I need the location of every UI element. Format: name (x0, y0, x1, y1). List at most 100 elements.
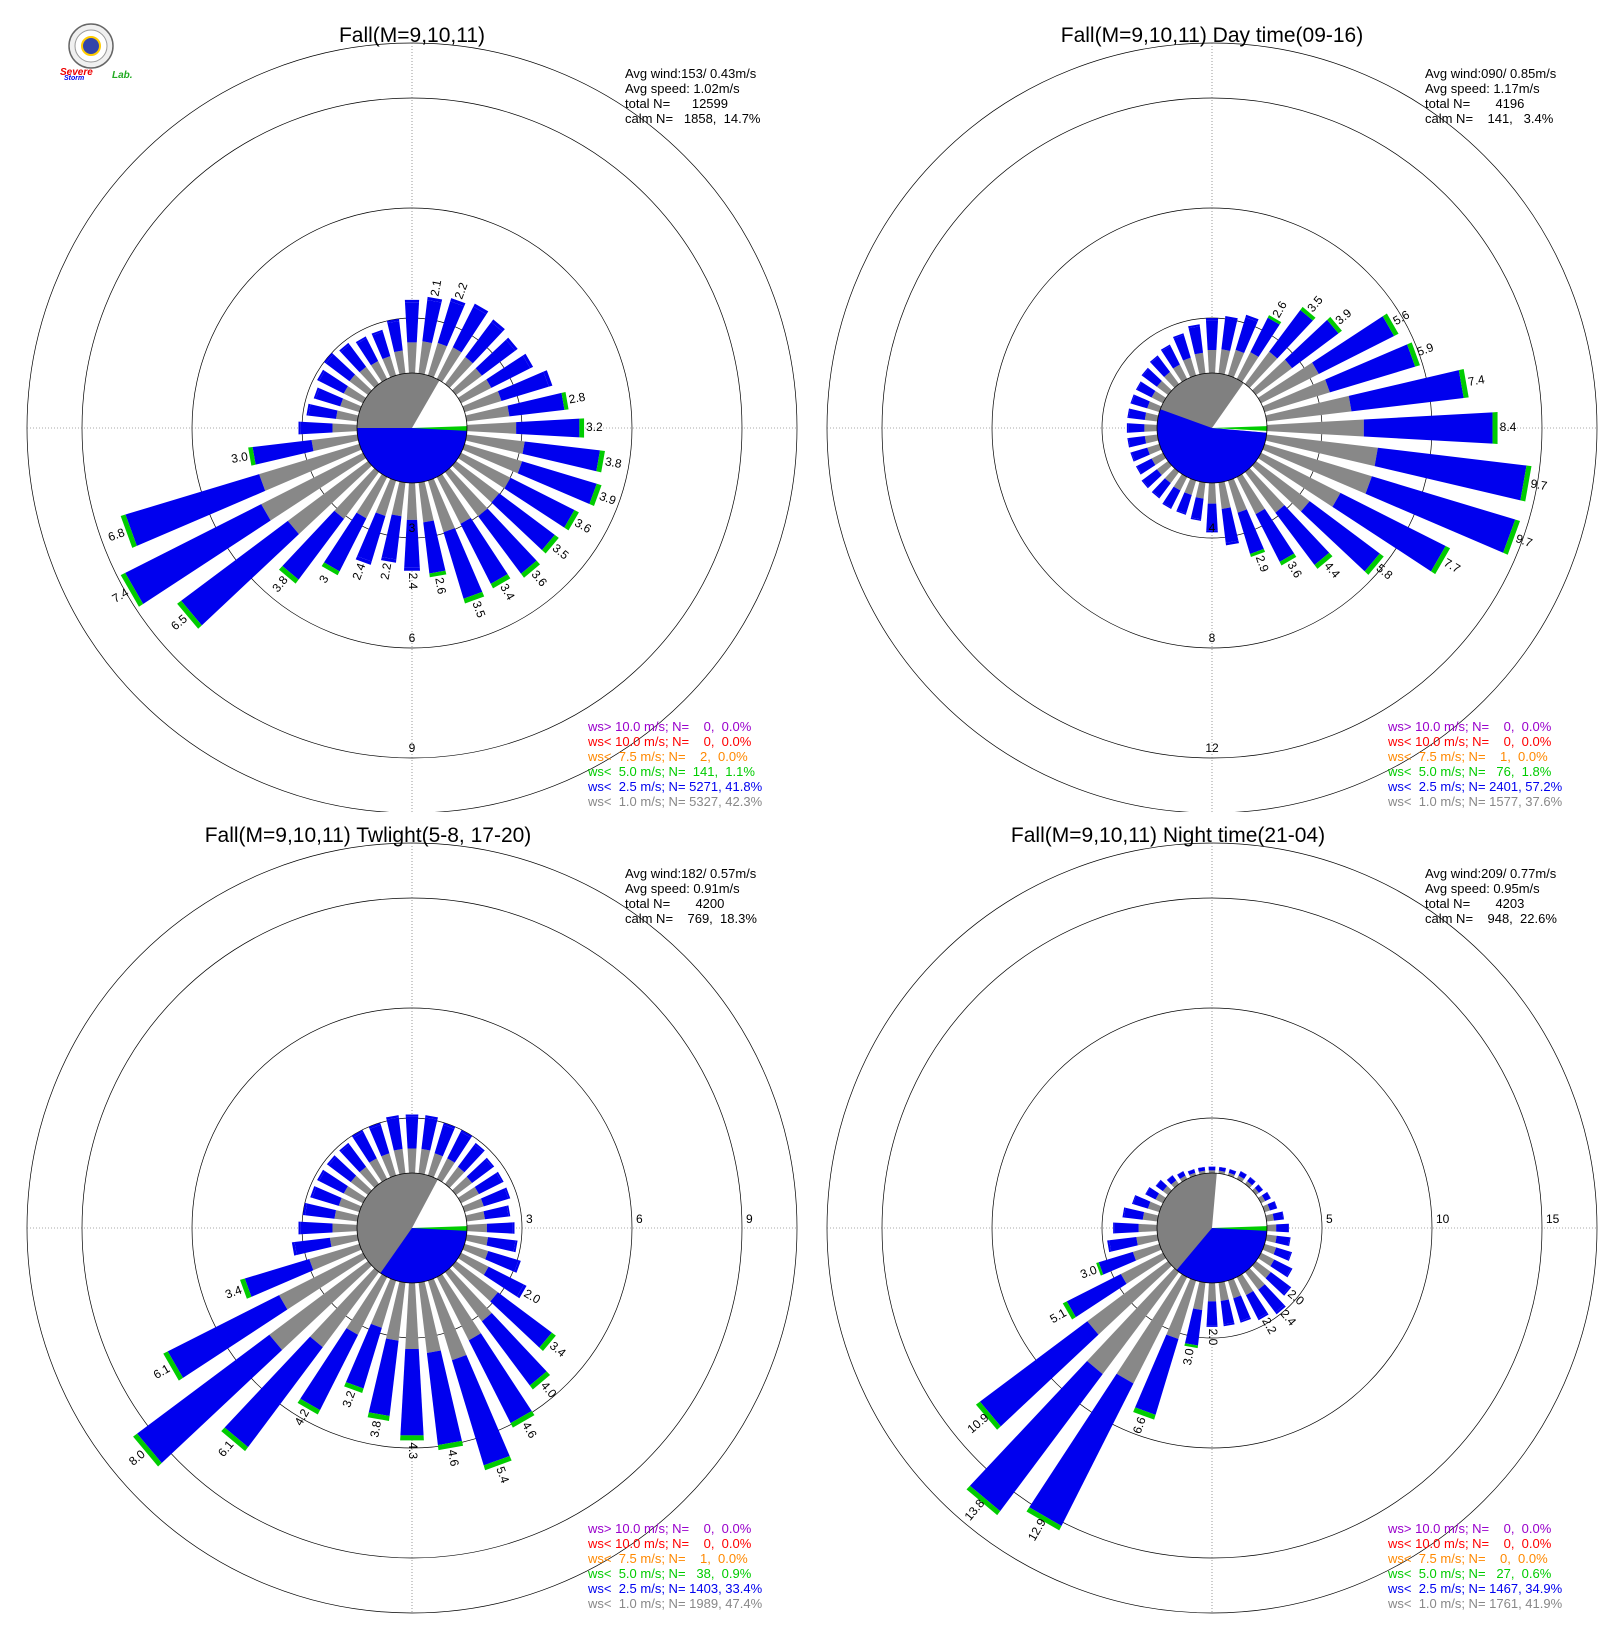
bar-segment-lt5 (1314, 552, 1333, 569)
sector-bar (1122, 1207, 1159, 1222)
logo-text-storm: Storm (64, 75, 84, 82)
bar-segment-lt25 (1288, 1237, 1291, 1247)
sector-bar (1218, 316, 1238, 375)
sector-bar (418, 1115, 438, 1175)
bar-segment-lt1 (1252, 460, 1310, 512)
bar-segment-lt5 (1503, 519, 1521, 555)
sector-bar (1262, 443, 1521, 555)
legend-entry-gt10: ws> 10.0 m/s; N= 0, 0.0% (1387, 719, 1552, 734)
calm-circle (1156, 1172, 1268, 1284)
bar-segment-lt25 (1225, 540, 1240, 546)
bar-segment-lt25 (405, 1114, 419, 1117)
bar-segment-lt25 (1160, 344, 1171, 352)
bar-segment-lt25 (1229, 1169, 1237, 1172)
chart-title: Fall(M=9,10,11) (339, 24, 485, 47)
bar-segment-lt25 (1131, 447, 1150, 462)
bar-segment-lt25 (167, 1295, 288, 1378)
bar-segment-lt25 (474, 1142, 485, 1152)
bar-segment-lt25 (491, 319, 505, 332)
bar-segment-lt1 (334, 1210, 359, 1222)
bar-segment-lt25 (1245, 1291, 1268, 1319)
bar-segment-lt25 (1250, 317, 1280, 357)
bar-segment-lt1 (359, 1166, 380, 1188)
sector-bar (1262, 1201, 1278, 1213)
bar-segment-lt25 (425, 1115, 438, 1120)
sector-value-label: 3.4 (223, 1283, 244, 1302)
sector-bar (1160, 344, 1188, 382)
bar-segment-lt25 (1238, 1171, 1247, 1179)
bar-segment-lt25 (543, 370, 553, 387)
sector-value-label: 3.0 (230, 449, 249, 466)
bar-segment-lt25 (460, 517, 508, 584)
sector-bar (1130, 394, 1162, 413)
sector-bar (418, 481, 447, 578)
legend-entry-lt10: ws< 10.0 m/s; N= 0, 0.0% (587, 1536, 752, 1551)
bar-segment-lt25 (1240, 1171, 1247, 1175)
sector-bar (355, 336, 388, 382)
bar-segment-lt25 (317, 369, 325, 381)
bar-segment-lt5 (248, 447, 256, 466)
bar-segment-lt25 (282, 510, 344, 580)
bar-segment-lt25 (1163, 486, 1181, 508)
bar-segment-lt1 (1266, 419, 1364, 437)
bar-segment-lt1 (259, 443, 362, 491)
bar-segment-lt25 (426, 1350, 462, 1446)
bar-segment-lt25 (313, 387, 320, 399)
bar-segment-lt1 (1156, 460, 1172, 476)
speed-legend: ws> 10.0 m/s; N= 0, 0.0% ws< 10.0 m/s; N… (587, 1521, 763, 1611)
calm-circle-outline (1156, 372, 1268, 484)
bar-segment-lt25 (1128, 436, 1147, 448)
bar-segment-lt5 (133, 1433, 162, 1467)
sector-value-label: 2.2 (452, 280, 471, 301)
bar-segment-lt25 (1206, 1325, 1218, 1327)
legend-entry-gt10: ws> 10.0 m/s; N= 0, 0.0% (587, 1521, 752, 1536)
bar-segment-lt25 (1206, 1301, 1218, 1326)
bar-segment-lt25 (422, 299, 442, 343)
sector-bar (313, 387, 362, 413)
bar-segment-lt1 (1144, 412, 1159, 422)
bar-segment-lt25 (486, 1222, 513, 1234)
bar-segment-lt25 (1220, 1299, 1235, 1325)
calm-blue-sector (1176, 1228, 1267, 1283)
bar-segment-lt1 (1227, 1172, 1235, 1178)
bar-segment-lt5 (120, 572, 144, 607)
bar-segment-lt25 (1275, 1305, 1286, 1315)
sector-bar (1265, 368, 1469, 422)
bar-segment-lt25 (451, 1354, 510, 1466)
bar-segment-lt1 (1244, 351, 1278, 388)
bar-segment-lt1 (427, 342, 448, 378)
bar-segment-lt1 (1183, 357, 1197, 378)
bar-segment-lt1 (350, 1175, 372, 1196)
bar-segment-lt25 (505, 337, 518, 351)
sector-value-label: 2.6 (1269, 298, 1290, 320)
legend-entry-gt10: ws> 10.0 m/s; N= 0, 0.0% (1387, 1521, 1552, 1536)
bar-segment-lt5 (1250, 548, 1266, 557)
sector-bar (344, 1278, 397, 1393)
bar-segment-lt25 (465, 321, 503, 364)
sector-bar (1266, 1223, 1289, 1233)
bar-segment-lt25 (125, 504, 271, 604)
sector-bar (1176, 478, 1197, 515)
sector-bar (386, 1115, 406, 1175)
bar-segment-lt25 (1205, 320, 1219, 351)
bar-segment-lt25 (1275, 1235, 1290, 1246)
bar-segment-lt25 (1188, 324, 1200, 329)
sector-bar (1127, 408, 1159, 422)
bar-segment-lt1 (1144, 434, 1159, 444)
bar-segment-lt1 (1147, 443, 1162, 455)
sector-value-label: 2.1 (427, 278, 444, 297)
bar-segment-lt25 (318, 370, 348, 394)
bar-segment-lt25 (339, 342, 350, 352)
speed-legend: ws> 10.0 m/s; N= 0, 0.0% ws< 10.0 m/s; N… (587, 719, 763, 809)
sector-bar (221, 1268, 380, 1452)
bar-segment-lt25 (1240, 1317, 1252, 1323)
bar-segment-lt25 (1142, 368, 1162, 387)
bar-segment-lt1 (309, 1243, 362, 1271)
bar-segment-lt1 (1218, 349, 1231, 375)
sector-bar (240, 1243, 362, 1299)
bar-segment-lt1 (261, 452, 366, 521)
bar-segment-lt5 (344, 1382, 364, 1393)
bar-segment-lt25 (404, 519, 420, 568)
bar-segment-lt25 (1109, 1237, 1138, 1252)
bar-segment-lt1 (427, 1153, 443, 1178)
